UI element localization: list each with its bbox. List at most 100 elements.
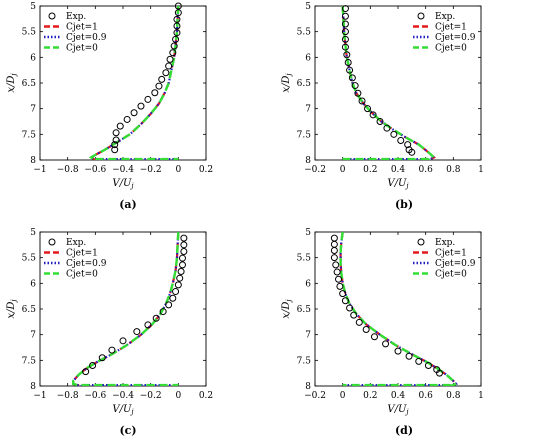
x-tick-label: 0 <box>340 391 346 401</box>
legend-label-cjet09: Cjet=0.9 <box>66 33 107 43</box>
series-line-cjet09 <box>89 6 180 160</box>
experiment-point <box>111 146 119 154</box>
plot-area <box>88 6 180 160</box>
experiment-point <box>180 241 188 249</box>
y-tick-label: 7 <box>305 105 311 115</box>
experiment-point <box>165 301 173 309</box>
y-tick-label: 5.5 <box>297 254 312 264</box>
experiment-point <box>172 35 180 43</box>
x-tick-label: 0 <box>175 165 181 175</box>
x-tick-label: 0.2 <box>363 165 377 175</box>
y-tick-label: 8 <box>30 156 36 166</box>
y-tick-label: 8 <box>30 382 36 392</box>
y-tick-label: 5 <box>305 228 311 238</box>
legend-label-cjet09: Cjet=0.9 <box>66 259 107 269</box>
legend-marker-exp <box>48 12 56 20</box>
experiment-point <box>397 136 405 144</box>
x-axis-label: V/Uj <box>112 178 134 190</box>
x-tick-label: 0.4 <box>391 165 406 175</box>
experiment-point <box>336 282 344 290</box>
experiment-point <box>144 95 152 103</box>
experiment-point <box>173 22 181 30</box>
experiment-point <box>390 130 398 138</box>
experiment-point <box>341 20 349 28</box>
axes-box <box>39 5 207 161</box>
experiment-point <box>330 246 338 254</box>
experiment-point <box>358 97 366 105</box>
x-tick-label: 0.8 <box>446 391 461 401</box>
experiment-point <box>332 261 340 269</box>
experiment-point <box>350 311 358 319</box>
y-tick-label: 7.5 <box>22 130 37 140</box>
experiment-point <box>152 314 160 322</box>
experiment-point <box>170 42 178 50</box>
experiment-point <box>144 321 152 329</box>
experiment-point <box>165 62 173 70</box>
experiment-point <box>344 58 352 66</box>
panel-caption: (c) <box>119 424 136 437</box>
chart-panel-b: −0.2 0 0.2 0.4 0.6 0.8 1 5 5.5 6 6.5 7 7.5 8 V/Uj x/Dj E… <box>281 2 484 211</box>
experiment-point <box>354 89 362 97</box>
y-tick-label: 5.5 <box>22 254 37 264</box>
y-tick-label: 6.5 <box>297 79 312 89</box>
x-tick-label: −1 <box>33 165 46 175</box>
y-axis-label: x/Dj <box>281 299 293 319</box>
x-axis-label: V/Uj <box>112 404 134 416</box>
experiment-point <box>111 141 119 149</box>
experiment-point <box>89 361 97 369</box>
experiment-point <box>415 357 423 365</box>
y-tick-label: 5 <box>30 2 36 12</box>
legend-label-cjet0: Cjet=0 <box>66 270 98 280</box>
experiment-point <box>123 115 131 123</box>
chart-panel-a: −1 −0.8 −0.6 −0.4 −0.2 0 0.2 5 5.5 6 6.5 7 7.5 8 V/Uj x… <box>6 2 213 211</box>
experiment-point <box>173 29 181 37</box>
experiment-point <box>362 326 370 334</box>
x-tick-label: 1 <box>478 391 484 401</box>
experiment-point <box>108 346 116 354</box>
experiment-point <box>180 248 188 256</box>
experiment-point <box>82 368 90 376</box>
experiment-point <box>119 337 127 345</box>
panel-caption: (d) <box>395 424 413 437</box>
experiment-point <box>112 129 120 137</box>
x-tick-label: 0 <box>175 391 181 401</box>
experiment-point <box>436 369 443 377</box>
legend-label-cjet1: Cjet=1 <box>435 249 467 259</box>
y-tick-label: 8 <box>305 382 311 392</box>
x-tick-label: −0.4 <box>112 165 134 175</box>
panel-caption: (b) <box>395 198 413 211</box>
experiment-point <box>341 297 349 305</box>
plot-area <box>339 232 459 386</box>
x-tick-label: 0.8 <box>446 165 461 175</box>
legend-label-exp: Exp. <box>435 238 455 248</box>
legend-marker-exp <box>417 12 425 20</box>
x-axis-label: V/Uj <box>387 178 409 190</box>
x-axis-label: V/Uj <box>387 404 409 416</box>
x-tick-label: −1 <box>33 391 46 401</box>
legend-label-cjet09: Cjet=0.9 <box>435 33 476 43</box>
series-line-cjet1 <box>89 6 180 160</box>
x-tick-label: −0.6 <box>84 165 106 175</box>
x-tick-label: −0.2 <box>140 165 162 175</box>
x-tick-label: −0.8 <box>57 165 79 175</box>
experiment-point <box>177 268 185 276</box>
x-tick-label: 0 <box>340 165 346 175</box>
experiment-point <box>424 361 432 369</box>
experiment-point <box>174 9 182 17</box>
experiment-point <box>370 333 378 341</box>
y-tick-label: 7 <box>30 331 36 341</box>
x-tick-label: −0.2 <box>140 391 162 401</box>
series-line-cjet0 <box>72 232 180 386</box>
x-tick-label: −0.2 <box>304 391 326 401</box>
legend-label-exp: Exp. <box>66 238 86 248</box>
x-tick-label: 0.6 <box>419 165 434 175</box>
panel-caption: (a) <box>119 198 137 211</box>
experiment-point <box>341 5 349 13</box>
experiment-point <box>330 254 338 262</box>
experiment-point <box>116 122 124 130</box>
experiment-point <box>155 82 163 90</box>
